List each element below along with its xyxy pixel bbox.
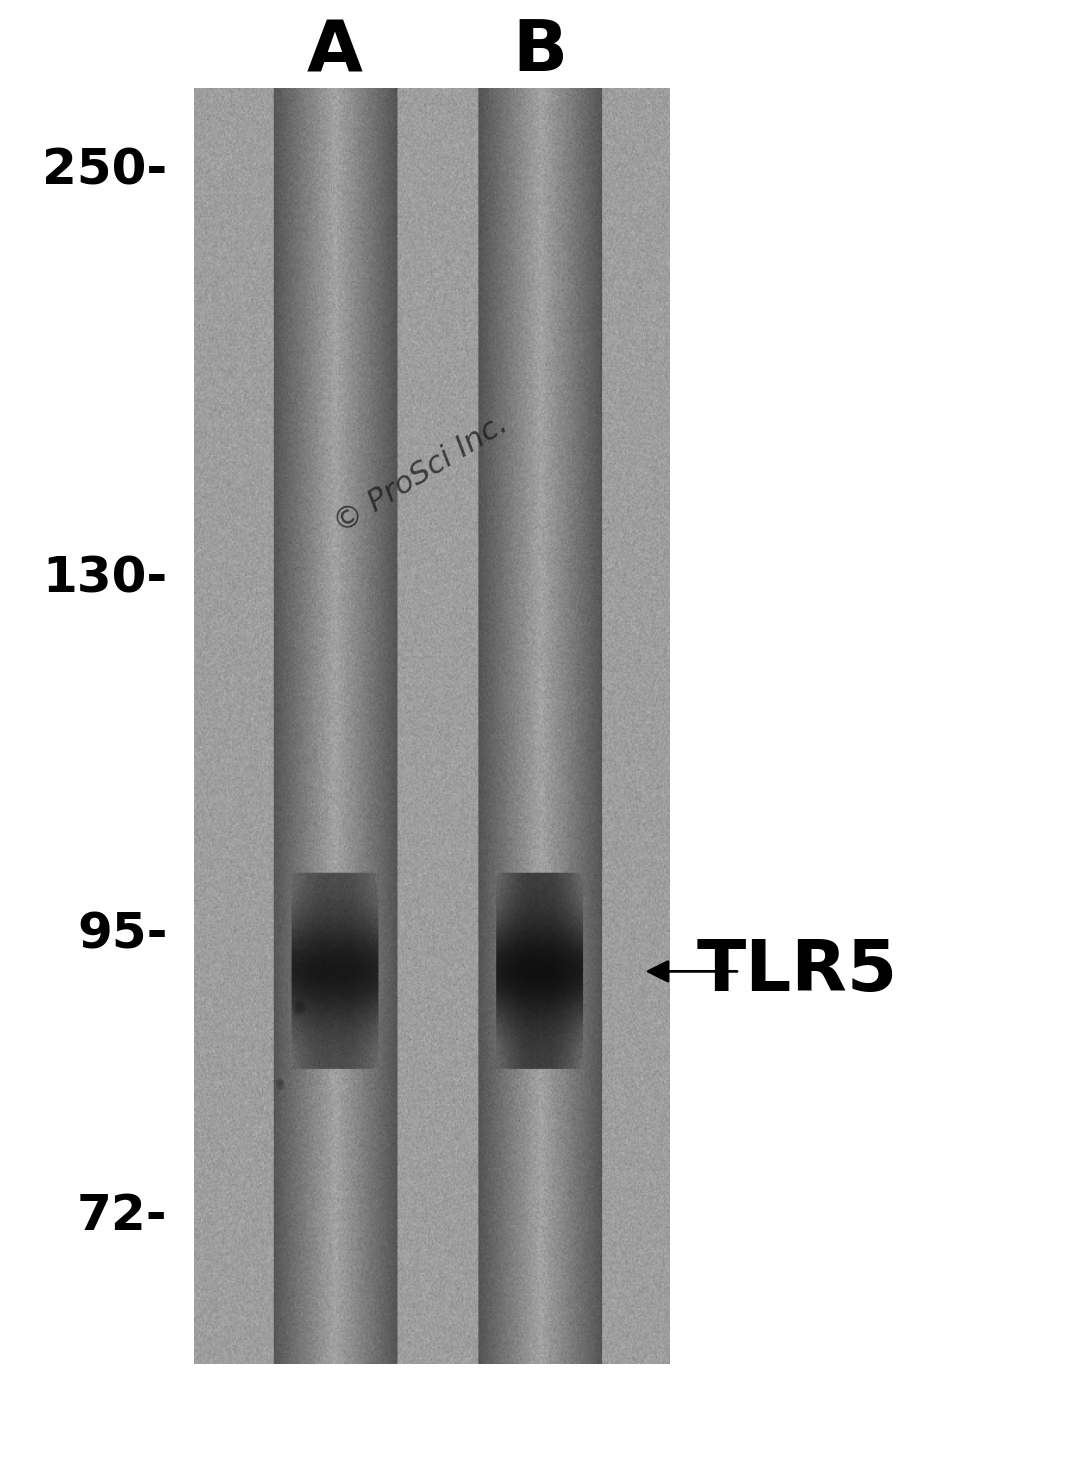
Text: © ProSci Inc.: © ProSci Inc. bbox=[329, 409, 513, 540]
Text: 250-: 250- bbox=[42, 147, 167, 194]
Text: 95-: 95- bbox=[77, 911, 167, 958]
Text: 72-: 72- bbox=[77, 1192, 167, 1240]
Text: 130-: 130- bbox=[42, 555, 167, 602]
Text: TLR5: TLR5 bbox=[697, 937, 897, 1005]
Text: B: B bbox=[512, 18, 568, 86]
Text: A: A bbox=[307, 18, 363, 86]
